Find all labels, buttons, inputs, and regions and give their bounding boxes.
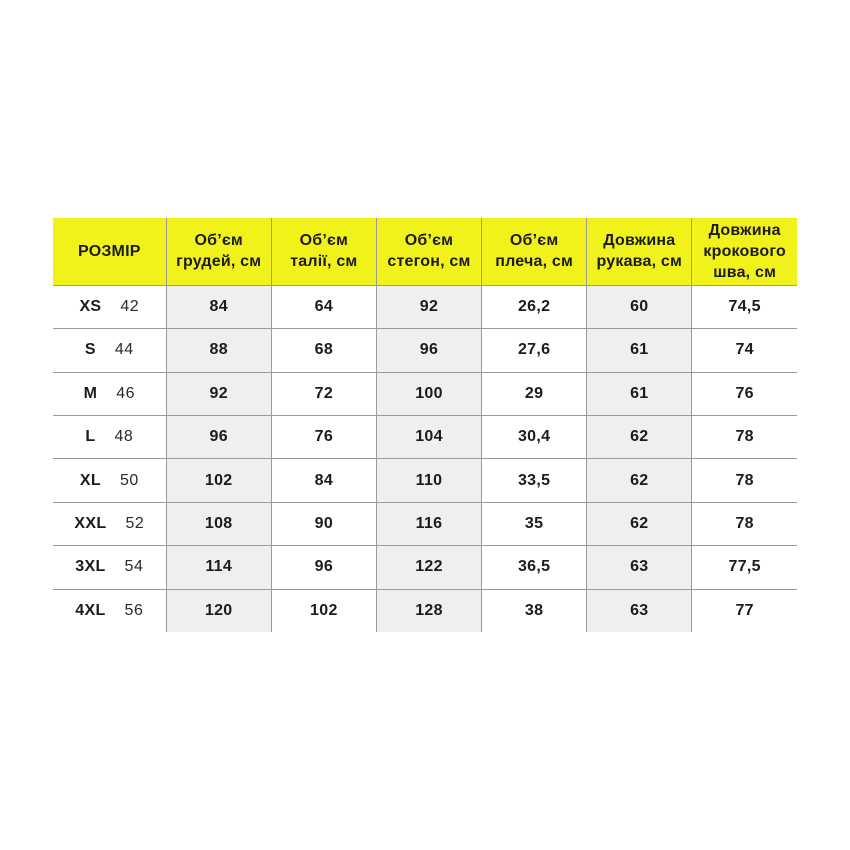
value-cell-shoulder: 30,4 <box>481 415 588 460</box>
header-cell-inseam-length: Довжина крокового шва, см <box>691 217 797 286</box>
size-number: 52 <box>125 514 145 532</box>
value-cell-inseam: 78 <box>691 415 797 460</box>
value-cell-sleeve: 62 <box>586 501 693 547</box>
size-number: 48 <box>114 428 134 446</box>
size-label: XL <box>79 471 101 489</box>
value-cell-inseam: 74,5 <box>691 284 797 330</box>
value-cell-inseam: 77,5 <box>691 545 797 590</box>
header-cell-hips: Об’єм стегон, см <box>375 217 483 286</box>
size-label: 3XL <box>75 558 106 576</box>
size-cell: M 46 <box>53 371 167 417</box>
value-cell-chest: 96 <box>165 415 272 460</box>
size-chart-table: РОЗМІР Об’єм грудей, см Об’єм талії, см … <box>53 217 797 633</box>
value-cell-waist: 72 <box>270 371 377 417</box>
value-cell-sleeve: 63 <box>586 545 693 590</box>
header-row: РОЗМІР Об’єм грудей, см Об’єм талії, см … <box>53 217 797 286</box>
value-cell-hips: 104 <box>375 415 483 460</box>
header-cell-waist: Об’єм талії, см <box>270 217 377 286</box>
value-cell-shoulder: 36,5 <box>481 545 588 590</box>
value-cell-inseam: 77 <box>691 588 797 633</box>
value-cell-sleeve: 63 <box>586 588 693 633</box>
value-cell-chest: 120 <box>165 588 272 633</box>
value-cell-waist: 102 <box>270 588 377 633</box>
value-cell-inseam: 74 <box>691 328 797 373</box>
value-cell-hips: 100 <box>375 371 483 417</box>
table-row-3xl: 3XL 54 114 96 122 36,5 63 77,5 <box>53 545 797 590</box>
value-cell-hips: 92 <box>375 284 483 330</box>
header-cell-chest: Об’єм грудей, см <box>165 217 272 286</box>
size-cell: L 48 <box>53 415 167 460</box>
size-label: 4XL <box>75 602 106 620</box>
header-cell-shoulder: Об’єм плеча, см <box>481 217 588 286</box>
value-cell-sleeve: 61 <box>586 328 693 373</box>
value-cell-waist: 68 <box>270 328 377 373</box>
table-row-s: S 44 88 68 96 27,6 61 74 <box>53 328 797 373</box>
size-cell: XXL 52 <box>53 501 167 547</box>
value-cell-inseam: 78 <box>691 501 797 547</box>
size-label: XXL <box>74 514 107 532</box>
value-cell-hips: 122 <box>375 545 483 590</box>
value-cell-waist: 90 <box>270 501 377 547</box>
value-cell-waist: 84 <box>270 458 377 503</box>
value-cell-chest: 108 <box>165 501 272 547</box>
size-label: S <box>84 341 96 359</box>
value-cell-sleeve: 61 <box>586 371 693 417</box>
value-cell-shoulder: 29 <box>481 371 588 417</box>
value-cell-sleeve: 62 <box>586 458 693 503</box>
size-number: 46 <box>116 384 136 402</box>
table-body: XS 42 84 64 92 26,2 60 74,5 S 44 <box>53 284 797 633</box>
header-cell-sleeve-length: Довжина рукава, см <box>586 217 693 286</box>
size-number: 56 <box>124 602 144 620</box>
value-cell-waist: 96 <box>270 545 377 590</box>
value-cell-hips: 116 <box>375 501 483 547</box>
table-row-4xl: 4XL 56 120 102 128 38 63 77 <box>53 588 797 633</box>
size-label: XS <box>79 298 102 316</box>
size-number: 50 <box>119 471 139 489</box>
value-cell-chest: 84 <box>165 284 272 330</box>
table-row-xl: XL 50 102 84 110 33,5 62 78 <box>53 458 797 503</box>
size-cell: XL 50 <box>53 458 167 503</box>
value-cell-shoulder: 38 <box>481 588 588 633</box>
value-cell-shoulder: 33,5 <box>481 458 588 503</box>
table-row-xs: XS 42 84 64 92 26,2 60 74,5 <box>53 284 797 330</box>
value-cell-chest: 102 <box>165 458 272 503</box>
value-cell-chest: 114 <box>165 545 272 590</box>
value-cell-chest: 92 <box>165 371 272 417</box>
size-number: 54 <box>124 558 144 576</box>
value-cell-sleeve: 60 <box>586 284 693 330</box>
table-row-l: L 48 96 76 104 30,4 62 78 <box>53 415 797 460</box>
header-cell-size: РОЗМІР <box>53 217 167 286</box>
value-cell-shoulder: 27,6 <box>481 328 588 373</box>
size-number: 42 <box>120 298 140 316</box>
value-cell-waist: 64 <box>270 284 377 330</box>
table-row-m: M 46 92 72 100 29 61 76 <box>53 371 797 417</box>
size-cell: 4XL 56 <box>53 588 167 633</box>
value-cell-chest: 88 <box>165 328 272 373</box>
value-cell-inseam: 78 <box>691 458 797 503</box>
value-cell-shoulder: 35 <box>481 501 588 547</box>
value-cell-sleeve: 62 <box>586 415 693 460</box>
value-cell-inseam: 76 <box>691 371 797 417</box>
size-cell: S 44 <box>53 328 167 373</box>
size-cell: 3XL 54 <box>53 545 167 590</box>
size-number: 44 <box>114 341 134 359</box>
size-label: M <box>83 384 98 402</box>
value-cell-waist: 76 <box>270 415 377 460</box>
value-cell-shoulder: 26,2 <box>481 284 588 330</box>
size-label: L <box>85 428 96 446</box>
table-row-xxl: XXL 52 108 90 116 35 62 78 <box>53 501 797 547</box>
value-cell-hips: 96 <box>375 328 483 373</box>
value-cell-hips: 110 <box>375 458 483 503</box>
value-cell-hips: 128 <box>375 588 483 633</box>
table-header: РОЗМІР Об’єм грудей, см Об’єм талії, см … <box>53 217 797 286</box>
size-cell: XS 42 <box>53 284 167 330</box>
